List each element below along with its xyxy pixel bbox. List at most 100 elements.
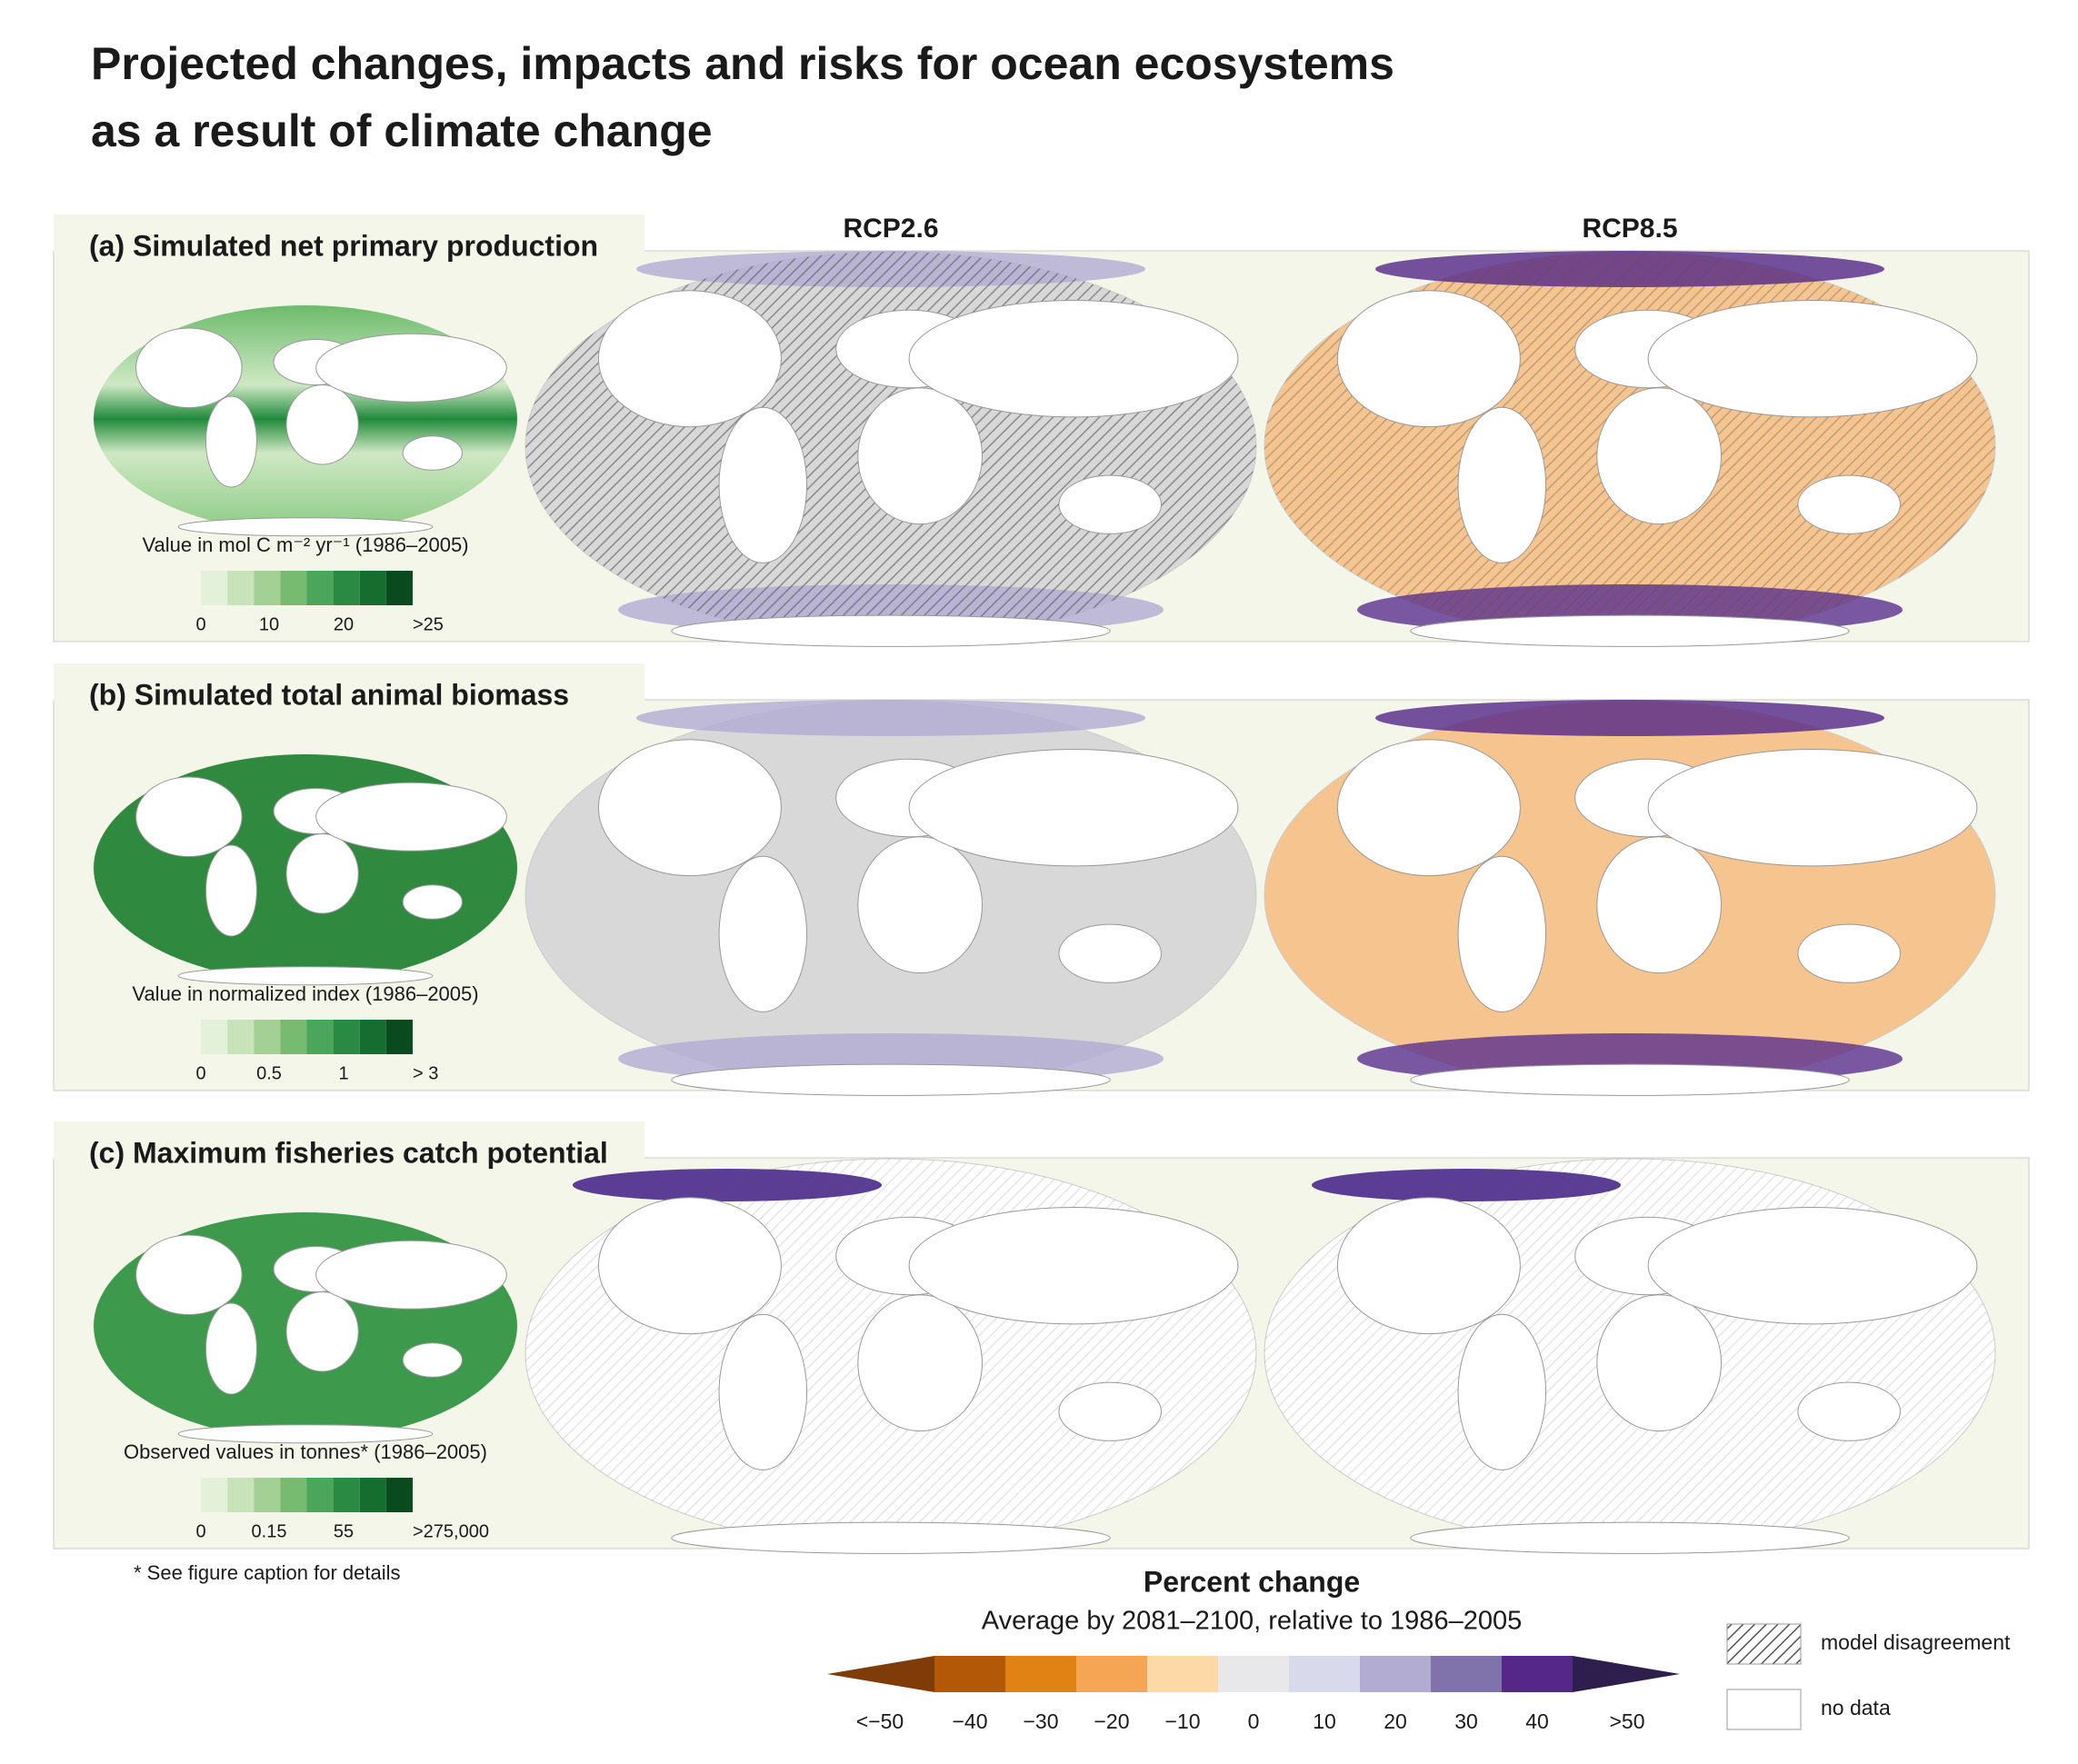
color-swatch [280, 1478, 307, 1512]
continent [1596, 836, 1723, 974]
color-swatch [359, 1020, 386, 1054]
color-swatch [306, 571, 334, 605]
continent [1457, 855, 1547, 1012]
color-swatch [201, 1020, 228, 1054]
color-swatch [333, 571, 360, 605]
color-swatch [385, 1478, 413, 1512]
continent [205, 844, 257, 937]
continent [135, 1234, 243, 1315]
continent [857, 387, 983, 525]
panel-tab [54, 663, 644, 701]
legend-tick: 10 [1313, 1709, 1336, 1733]
continent [1336, 739, 1521, 877]
continent [1457, 1313, 1547, 1470]
baseline-map [94, 754, 517, 986]
scenario-map [524, 700, 1257, 1096]
continent [597, 290, 782, 428]
continent [1797, 1381, 1901, 1441]
legend-title: Value in mol C m⁻² yr⁻¹ (1986–2005) [142, 533, 468, 556]
continent [718, 406, 808, 563]
legend-tick: −10 [1164, 1709, 1200, 1733]
baseline-map [94, 1212, 517, 1444]
legend-tick: >275,000 [413, 1521, 489, 1541]
legend-tick: <−50 [856, 1709, 904, 1733]
legend-tick: 20 [1384, 1709, 1407, 1733]
color-swatch [1147, 1656, 1219, 1692]
color-swatch [280, 571, 307, 605]
color-swatch [254, 1478, 281, 1512]
continent [177, 966, 434, 986]
key-label: model disagreement [1821, 1630, 2011, 1654]
color-swatch [359, 571, 386, 605]
continent [857, 1294, 983, 1432]
panel-label: (b) Simulated total animal biomass [89, 678, 569, 711]
polar-change [636, 700, 1145, 736]
legend-title: Value in normalized index (1986–2005) [132, 982, 478, 1005]
continent [718, 855, 808, 1012]
legend-tick: 55 [334, 1521, 354, 1541]
continent [1058, 923, 1162, 983]
polar-change [1375, 700, 1884, 736]
color-swatch [201, 1478, 228, 1512]
title-line: Projected changes, impacts and risks for… [91, 38, 1394, 89]
continent [135, 327, 243, 408]
color-swatch [306, 1478, 334, 1512]
continent [671, 1521, 1111, 1554]
continent [857, 836, 983, 974]
continent [135, 776, 243, 857]
panel-label: (c) Maximum fisheries catch potential [89, 1136, 608, 1169]
continent [597, 739, 782, 877]
color-swatch [227, 571, 255, 605]
panel-tab [54, 214, 644, 252]
continent [1797, 923, 1901, 983]
legend-tick: 0 [1248, 1709, 1260, 1733]
scenario-map [1264, 700, 1996, 1096]
continent [402, 435, 463, 471]
color-swatch [934, 1656, 1006, 1692]
continent [908, 300, 1239, 418]
color-swatch [254, 571, 281, 605]
color-swatch [385, 571, 413, 605]
panel-tab [54, 1121, 644, 1159]
legend-tick: −20 [1094, 1709, 1129, 1733]
legend-tick: >25 [413, 614, 444, 634]
continent [671, 1063, 1111, 1096]
continent [671, 614, 1111, 647]
legend-tick: 0 [195, 614, 205, 634]
key-label: no data [1821, 1696, 1891, 1719]
legend-tick: 20 [334, 614, 354, 634]
color-swatch [201, 571, 228, 605]
color-swatch [280, 1020, 307, 1054]
color-swatch [385, 1020, 413, 1054]
panel-label: (a) Simulated net primary production [89, 229, 598, 262]
hatch-swatch [1726, 1623, 1802, 1665]
color-swatch [333, 1020, 360, 1054]
legend-tick: > 3 [413, 1063, 438, 1083]
legend-tick: 0 [195, 1521, 205, 1541]
color-swatch [227, 1020, 255, 1054]
continent [1797, 474, 1901, 534]
legend-tick: 10 [259, 614, 279, 634]
continent [315, 333, 507, 403]
continent [177, 517, 434, 537]
continent [315, 1240, 507, 1310]
scenario-map [524, 1158, 1257, 1554]
continent [285, 1291, 359, 1372]
continent [205, 395, 257, 488]
color-swatch [1218, 1656, 1290, 1692]
continent [1647, 300, 1978, 418]
continent [908, 749, 1239, 867]
legend-title: Observed values in tonnes* (1986–2005) [124, 1440, 487, 1463]
scenario-label: RCP2.6 [843, 214, 938, 244]
legend-tick: 0.5 [256, 1063, 282, 1083]
color-swatch [1431, 1656, 1503, 1692]
continent [1647, 749, 1978, 867]
continent [1410, 1521, 1850, 1554]
color-swatch [1289, 1656, 1361, 1692]
color-swatch [1005, 1656, 1077, 1692]
legend-tick: 1 [338, 1063, 348, 1083]
continent [1596, 1294, 1723, 1432]
continent [908, 1207, 1239, 1325]
continent [402, 884, 463, 920]
